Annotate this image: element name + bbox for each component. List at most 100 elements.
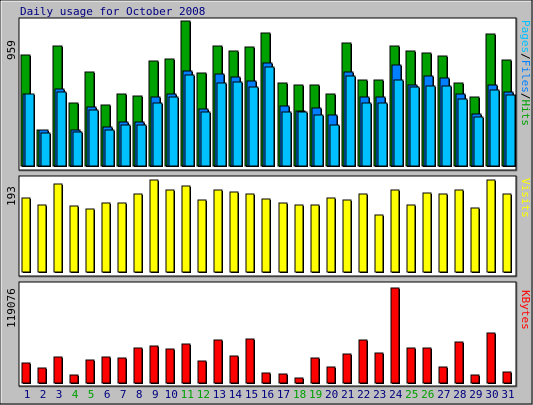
pages-bar bbox=[88, 109, 99, 167]
visits-bar bbox=[37, 204, 47, 273]
day-label: 9 bbox=[152, 388, 159, 401]
legend-0: Pages/Files/Hits bbox=[519, 20, 532, 126]
visits-bar bbox=[21, 197, 31, 273]
kbytes-bar bbox=[117, 357, 127, 384]
pages-bar bbox=[377, 102, 388, 167]
visits-bar bbox=[181, 185, 191, 273]
pages-bar bbox=[409, 86, 420, 167]
day-label: 25 bbox=[405, 388, 418, 401]
kbytes-bar bbox=[278, 373, 288, 384]
visits-bar bbox=[261, 198, 271, 273]
kbytes-bar bbox=[294, 377, 304, 384]
visits-bar bbox=[133, 193, 143, 273]
visits-bar bbox=[85, 208, 95, 273]
day-label: 20 bbox=[325, 388, 338, 401]
day-label: 28 bbox=[453, 388, 466, 401]
day-label: 3 bbox=[56, 388, 63, 401]
kbytes-bar bbox=[342, 353, 352, 384]
visits-bar bbox=[390, 189, 400, 273]
visits-bar bbox=[149, 179, 159, 273]
kbytes-bar bbox=[374, 352, 384, 384]
pages-bar bbox=[40, 132, 51, 167]
day-label: 22 bbox=[357, 388, 370, 401]
kbytes-bar bbox=[245, 338, 255, 384]
visits-bar bbox=[101, 202, 111, 273]
legend-2: KBytes bbox=[519, 290, 532, 330]
kbytes-bar bbox=[85, 359, 95, 384]
visits-bar bbox=[53, 183, 63, 273]
pages-bar bbox=[345, 75, 356, 167]
day-label: 2 bbox=[40, 388, 47, 401]
kbytes-bar bbox=[181, 343, 191, 384]
kbytes-bar bbox=[101, 356, 111, 384]
pages-bar bbox=[24, 93, 35, 167]
visits-bar bbox=[486, 179, 496, 273]
day-label: 8 bbox=[136, 388, 143, 401]
visits-bar bbox=[278, 202, 288, 273]
day-label: 29 bbox=[469, 388, 482, 401]
pages-bar bbox=[104, 129, 115, 167]
pages-bar bbox=[136, 124, 147, 167]
day-label: 27 bbox=[437, 388, 450, 401]
legend-entry: KBytes bbox=[519, 290, 532, 330]
day-label: 12 bbox=[197, 388, 210, 401]
visits-bar bbox=[197, 199, 207, 273]
kbytes-panel bbox=[21, 287, 512, 384]
kbytes-bar bbox=[326, 366, 336, 384]
visits-bar bbox=[326, 197, 336, 273]
kbytes-bar bbox=[486, 332, 496, 384]
pages-bar bbox=[281, 111, 292, 167]
visits-bar bbox=[117, 202, 127, 273]
pages-bar bbox=[232, 81, 243, 167]
day-label: 31 bbox=[501, 388, 514, 401]
day-label: 30 bbox=[485, 388, 498, 401]
chart-title: Daily usage for October 2008 bbox=[20, 5, 205, 18]
pages-bar bbox=[505, 94, 516, 167]
kbytes-bar bbox=[310, 357, 320, 384]
hits-files-pages-panel bbox=[20, 20, 516, 167]
day-label: 10 bbox=[165, 388, 178, 401]
kbytes-bar bbox=[261, 372, 271, 384]
pages-bar bbox=[72, 131, 83, 167]
kbytes-bar bbox=[229, 355, 239, 384]
pages-bar bbox=[489, 89, 500, 167]
day-label: 6 bbox=[104, 388, 111, 401]
kbytes-bar bbox=[21, 362, 31, 384]
visits-bar bbox=[374, 214, 384, 273]
visits-bar bbox=[438, 193, 448, 273]
day-label: 18 bbox=[293, 388, 306, 401]
day-label: 26 bbox=[421, 388, 434, 401]
day-label: 1 bbox=[24, 388, 31, 401]
visits-bar bbox=[454, 189, 464, 273]
pages-bar bbox=[200, 111, 211, 167]
kbytes-bar bbox=[390, 287, 400, 384]
day-label: 5 bbox=[88, 388, 95, 401]
pages-bar bbox=[361, 102, 372, 167]
day-label: 19 bbox=[309, 388, 322, 401]
legend-1: Visits bbox=[519, 178, 532, 218]
kbytes-bar bbox=[149, 345, 159, 384]
kbytes-bar bbox=[502, 371, 512, 384]
day-label: 7 bbox=[120, 388, 127, 401]
visits-bar bbox=[406, 204, 416, 273]
pages-bar bbox=[120, 124, 131, 167]
visits-panel bbox=[21, 179, 512, 273]
visits-bar bbox=[69, 205, 79, 273]
visits-bar bbox=[229, 191, 239, 273]
day-label: 14 bbox=[229, 388, 243, 401]
kbytes-bar bbox=[37, 367, 47, 384]
legend-entry: Hits bbox=[519, 100, 532, 127]
visits-bar bbox=[245, 193, 255, 273]
pages-bar bbox=[152, 102, 163, 167]
pages-bar bbox=[216, 82, 227, 167]
kbytes-bar bbox=[53, 356, 63, 384]
max-label-kbytes: 119076 bbox=[5, 288, 18, 328]
kbytes-bar bbox=[454, 341, 464, 384]
kbytes-bar bbox=[133, 347, 143, 384]
pages-bar bbox=[425, 85, 436, 167]
legend-entry: Pages bbox=[519, 20, 532, 53]
pages-bar bbox=[264, 66, 275, 167]
kbytes-bar bbox=[69, 374, 79, 384]
legend-entry: Files bbox=[519, 60, 532, 93]
legend-entry: / bbox=[519, 53, 532, 60]
